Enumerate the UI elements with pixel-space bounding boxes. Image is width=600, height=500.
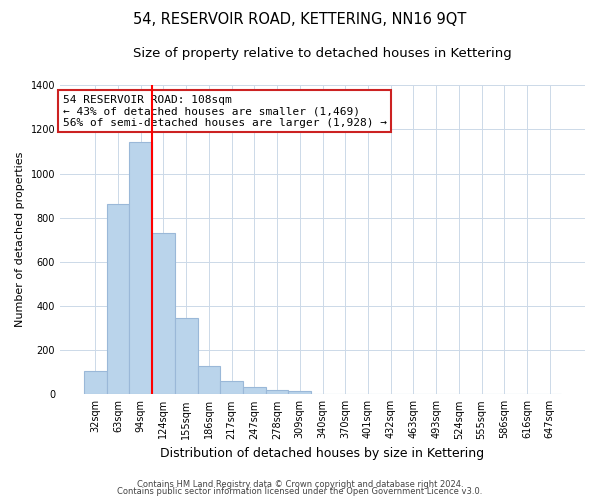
Text: Contains public sector information licensed under the Open Government Licence v3: Contains public sector information licen… xyxy=(118,487,482,496)
Bar xyxy=(107,204,130,394)
Bar xyxy=(175,318,197,394)
Bar xyxy=(289,391,311,394)
Bar xyxy=(197,366,220,394)
Text: 54, RESERVOIR ROAD, KETTERING, NN16 9QT: 54, RESERVOIR ROAD, KETTERING, NN16 9QT xyxy=(133,12,467,28)
Bar xyxy=(243,387,266,394)
X-axis label: Distribution of detached houses by size in Kettering: Distribution of detached houses by size … xyxy=(160,447,485,460)
Bar xyxy=(220,381,243,394)
Y-axis label: Number of detached properties: Number of detached properties xyxy=(15,152,25,328)
Bar xyxy=(84,371,107,394)
Title: Size of property relative to detached houses in Kettering: Size of property relative to detached ho… xyxy=(133,48,512,60)
Bar xyxy=(130,142,152,394)
Bar xyxy=(152,233,175,394)
Text: 54 RESERVOIR ROAD: 108sqm
← 43% of detached houses are smaller (1,469)
56% of se: 54 RESERVOIR ROAD: 108sqm ← 43% of detac… xyxy=(62,94,386,128)
Bar xyxy=(266,390,289,394)
Text: Contains HM Land Registry data © Crown copyright and database right 2024.: Contains HM Land Registry data © Crown c… xyxy=(137,480,463,489)
